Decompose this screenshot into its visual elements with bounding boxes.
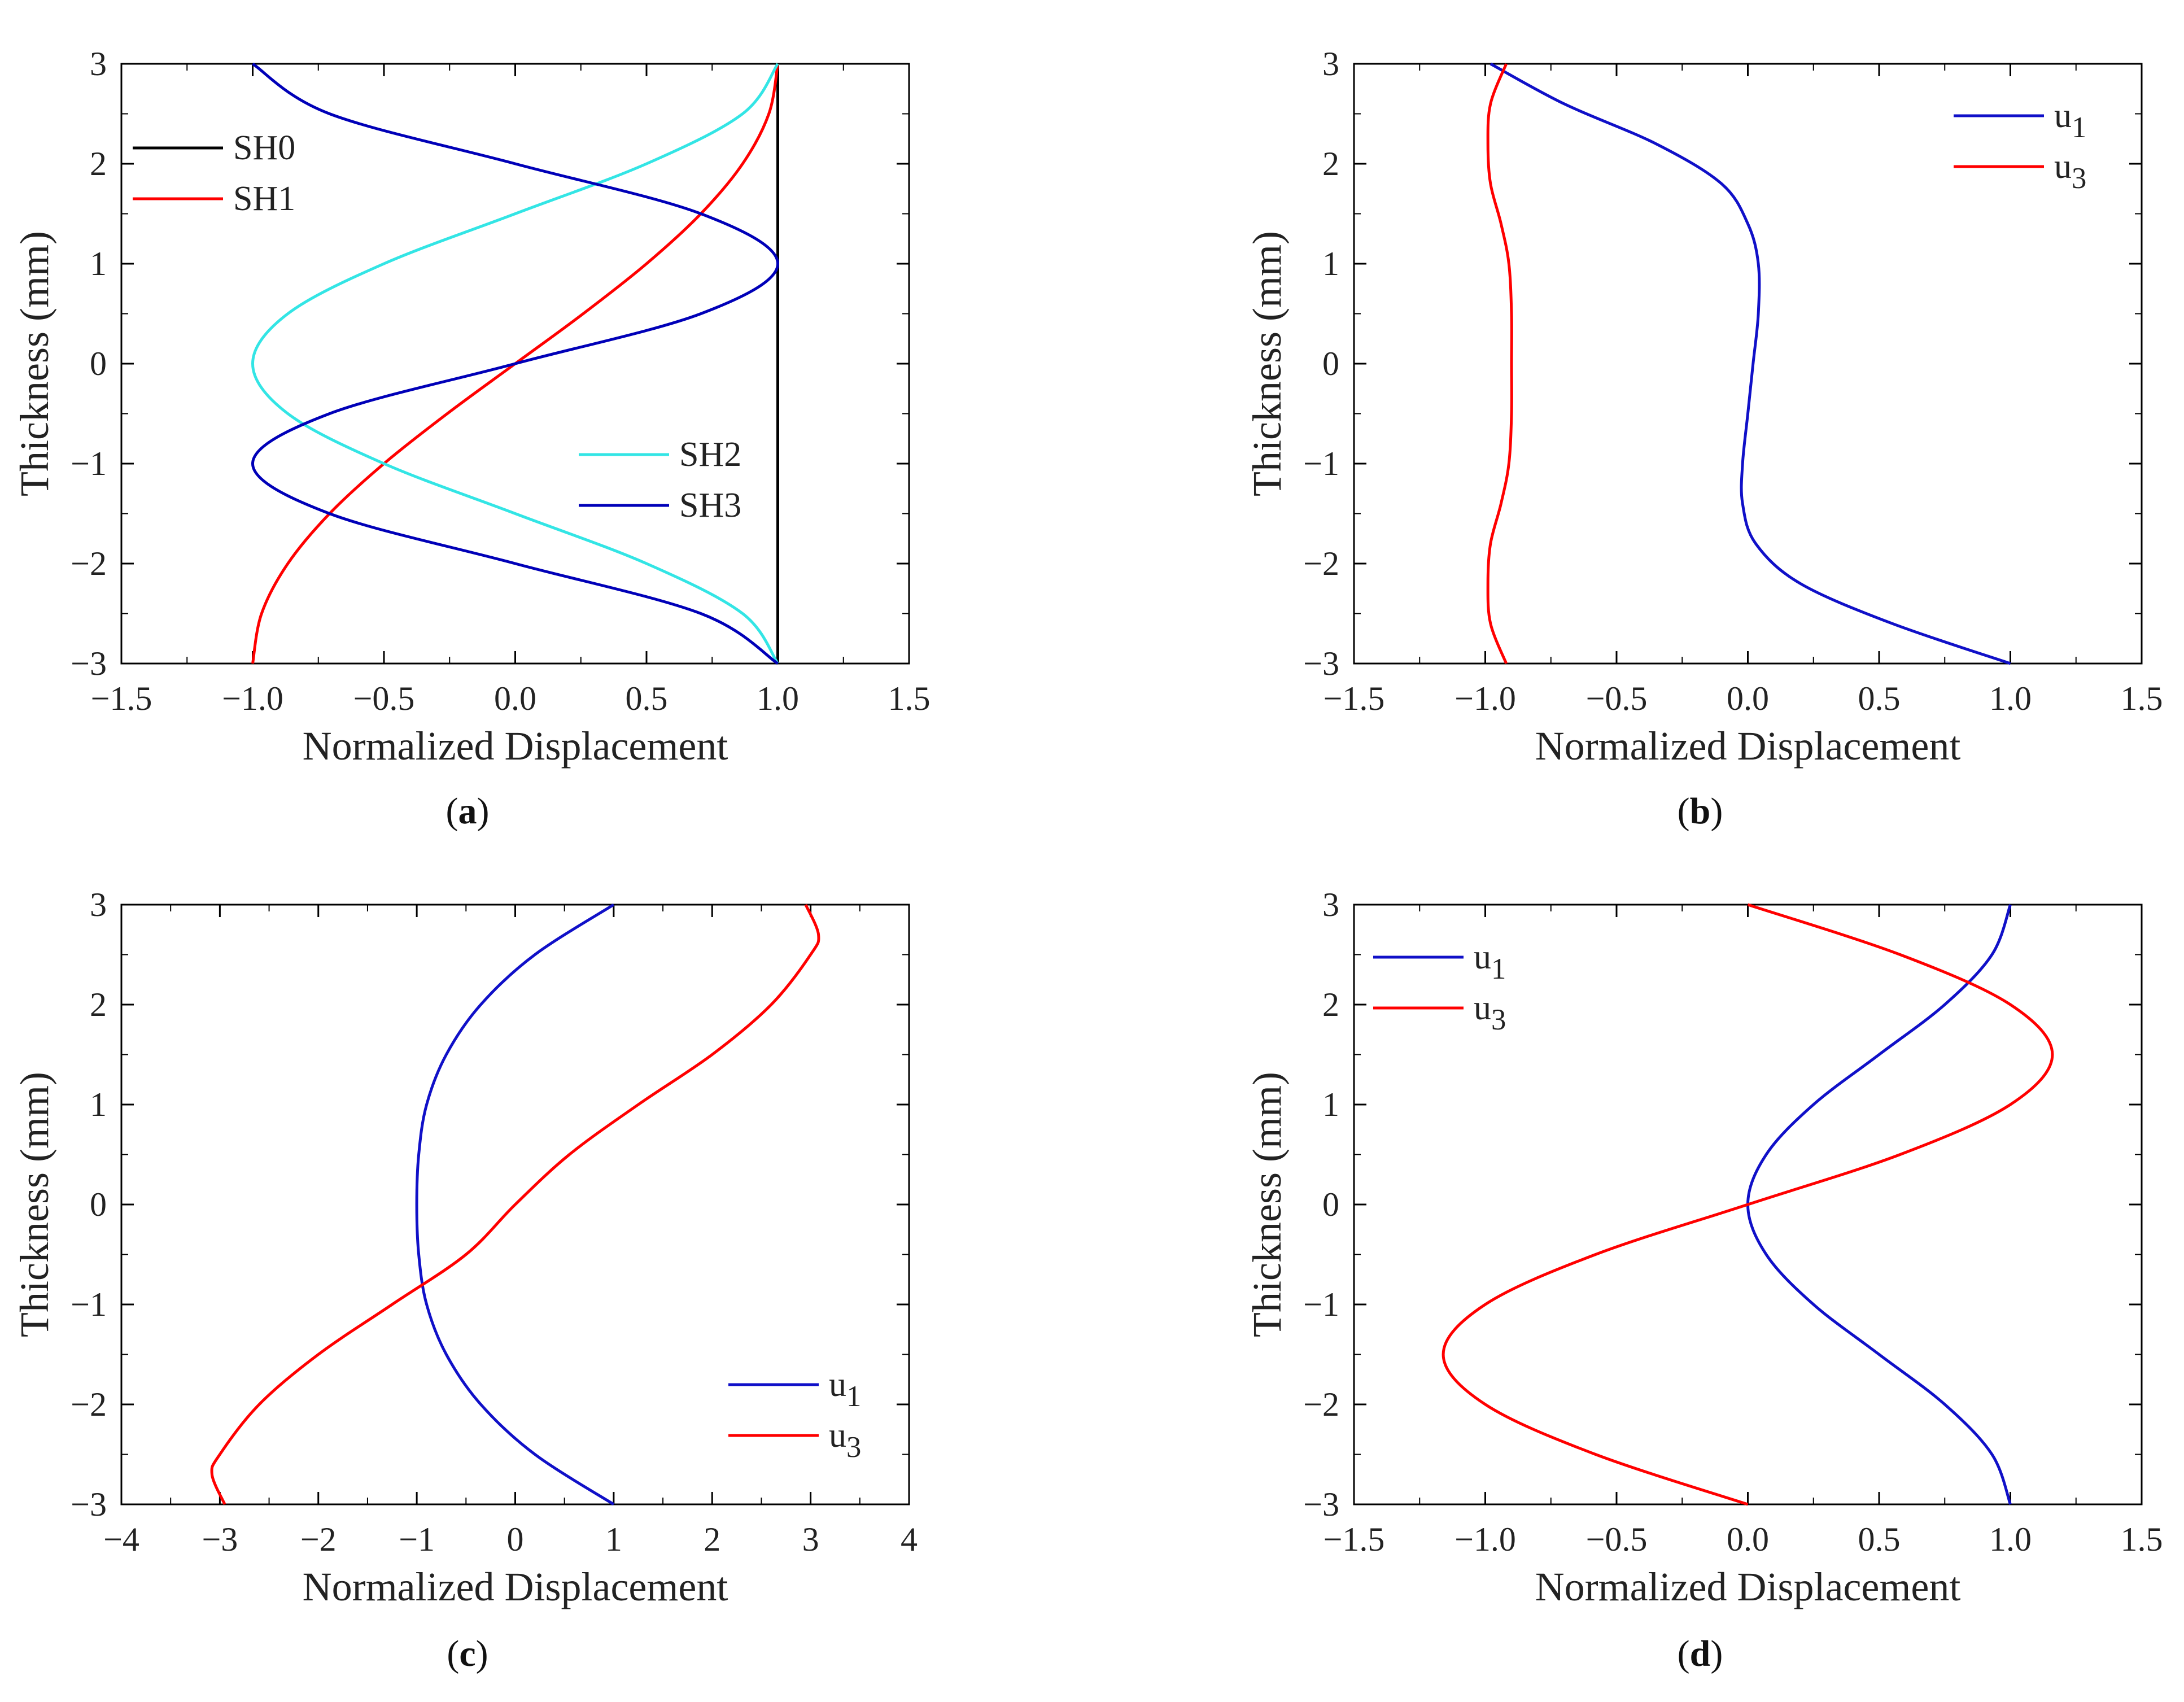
- legend-label-u1: u1: [2054, 97, 2086, 144]
- x-tick-label: 2: [704, 1521, 720, 1558]
- chart-panel-d: −1.5 −1.0 −0.5 0.0 0.5 1.0 1.5 −3 −2 −1 0 1 2 3 Normal…: [1244, 886, 2163, 1674]
- legend-label-u3: u3: [829, 1416, 861, 1464]
- y-tick-label: 2: [1322, 145, 1339, 182]
- y-tick-label: 3: [1322, 45, 1339, 82]
- chart-panel-a: −1.5 −1.0 −0.5 0.0 0.5 1.0 1.5 −3 −2 −1 0 1 2 3 Normal…: [12, 45, 931, 832]
- y-tick-label: 3: [90, 45, 107, 82]
- x-tick-label: −1.0: [222, 680, 283, 717]
- x-axis-title: Normalized Displacement: [303, 723, 728, 769]
- series-line-sh2: [251, 63, 779, 665]
- x-axis-title: Normalized Displacement: [1535, 1564, 1961, 1609]
- legend-label-u3: u3: [1474, 989, 1506, 1036]
- y-tick-label: 1: [1322, 245, 1339, 282]
- y-tick-label: −3: [1303, 1486, 1339, 1523]
- y-tick-label: −1: [1303, 445, 1339, 482]
- series-line-u3: [210, 904, 820, 1505]
- x-tick-label: −1.0: [1454, 680, 1516, 717]
- y-tick-label: 1: [90, 245, 107, 282]
- y-tick-label: −1: [1303, 1286, 1339, 1323]
- y-tick-label: 0: [90, 345, 107, 382]
- x-tick-label: 0.5: [1858, 680, 1901, 717]
- x-tick-label: 0: [507, 1521, 524, 1558]
- x-axis-title: Normalized Displacement: [1535, 723, 1961, 769]
- legend-label-sh1: SH1: [233, 180, 295, 218]
- series-line-sh3: [251, 62, 780, 665]
- chart-panel-b: −1.5 −1.0 −0.5 0.0 0.5 1.0 1.5 −3 −2 −1 0 1 2 3 Normal…: [1244, 45, 2163, 832]
- y-tick-label: −3: [71, 645, 107, 682]
- x-tick-label: −0.5: [1586, 1521, 1648, 1558]
- series-line-u3: [1486, 63, 1513, 664]
- y-tick-label: −2: [71, 1386, 107, 1423]
- y-axis-title: Thickness (mm): [1244, 231, 1290, 496]
- y-tick-label: 2: [90, 145, 107, 182]
- series-line-u3: [1442, 903, 2054, 1506]
- plot-frame: [1353, 63, 2143, 665]
- legend-label-u1: u1: [829, 1365, 861, 1413]
- y-tick-label: −1: [71, 1286, 107, 1323]
- x-tick-label: −1.5: [1323, 680, 1385, 717]
- y-axis-title: Thickness (mm): [1244, 1072, 1290, 1337]
- x-tick-label: 1.0: [1989, 680, 2032, 717]
- legend-label-sh3: SH3: [679, 486, 741, 525]
- y-tick-label: 0: [1322, 1186, 1339, 1223]
- x-tick-label: 0.5: [1858, 1521, 1901, 1558]
- y-axis-title: Thickness (mm): [12, 1072, 57, 1337]
- y-axis-title: Thickness (mm): [12, 231, 57, 496]
- x-tick-label: 0.5: [626, 680, 668, 717]
- x-tick-label: 1.5: [2121, 680, 2163, 717]
- x-tick-label: −0.5: [1586, 680, 1648, 717]
- series-line-u1: [1746, 904, 2012, 1505]
- x-tick-label: −2: [300, 1521, 337, 1558]
- x-tick-label: −1.5: [1323, 1521, 1385, 1558]
- x-tick-label: 1.5: [2121, 1521, 2163, 1558]
- panel-caption-c: (c): [447, 1633, 488, 1674]
- x-axis-title: Normalized Displacement: [303, 1564, 728, 1609]
- y-tick-label: 3: [90, 886, 107, 923]
- legend-label-sh0: SH0: [233, 129, 295, 167]
- x-tick-label: 0.0: [1727, 1521, 1769, 1558]
- panel-caption-d: (d): [1678, 1633, 1723, 1674]
- x-tick-label: −3: [202, 1521, 238, 1558]
- series-line-u1: [415, 903, 615, 1506]
- y-tick-label: 0: [90, 1186, 107, 1223]
- legend-label-u1: u1: [1474, 938, 1506, 985]
- x-tick-label: −1.0: [1454, 1521, 1516, 1558]
- x-tick-label: 1.5: [888, 680, 931, 717]
- legend-label-u3: u3: [2054, 147, 2086, 195]
- x-tick-label: 0.0: [494, 680, 536, 717]
- x-tick-label: 1.0: [757, 680, 799, 717]
- x-tick-label: 3: [802, 1521, 819, 1558]
- x-tick-label: 1: [605, 1521, 622, 1558]
- legend-label-sh2: SH2: [679, 435, 741, 474]
- y-tick-label: −3: [71, 1486, 107, 1523]
- panel-caption-b: (b): [1678, 791, 1723, 832]
- y-tick-label: 3: [1322, 886, 1339, 923]
- series-line-u1: [1490, 62, 2011, 665]
- y-tick-label: −2: [1303, 545, 1339, 582]
- x-tick-label: 4: [901, 1521, 918, 1558]
- y-tick-label: 2: [90, 986, 107, 1023]
- y-tick-label: 1: [1322, 1086, 1339, 1123]
- x-tick-label: 1.0: [1989, 1521, 2032, 1558]
- x-tick-label: −0.5: [353, 680, 415, 717]
- y-tick-label: −3: [1303, 645, 1339, 682]
- x-tick-label: −4: [103, 1521, 139, 1558]
- y-tick-label: −1: [71, 445, 107, 482]
- y-tick-label: 0: [1322, 345, 1339, 382]
- x-tick-label: −1: [399, 1521, 435, 1558]
- panel-caption-a: (a): [446, 791, 490, 832]
- y-tick-label: −2: [71, 545, 107, 582]
- y-tick-label: 2: [1322, 986, 1339, 1023]
- y-tick-label: −2: [1303, 1386, 1339, 1423]
- x-tick-label: −1.5: [91, 680, 152, 717]
- y-tick-label: 1: [90, 1086, 107, 1123]
- x-tick-label: 0.0: [1727, 680, 1769, 717]
